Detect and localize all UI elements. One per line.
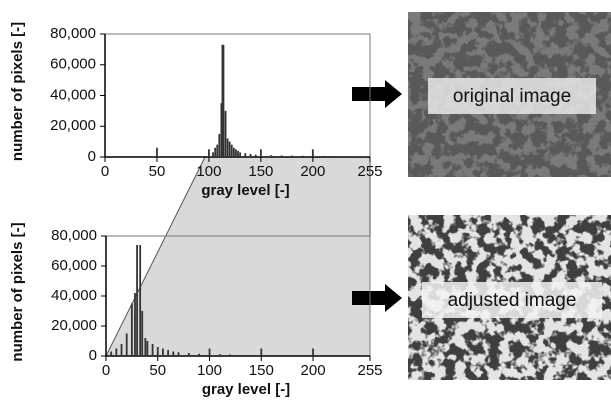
bar [223, 45, 225, 157]
bar [227, 139, 229, 157]
bar [270, 155, 272, 157]
bar [312, 149, 314, 157]
bar [233, 148, 235, 157]
bar [162, 349, 164, 357]
bar [291, 156, 293, 157]
bar [302, 156, 304, 157]
bar [172, 352, 174, 357]
y-tick-label: 20,000 [51, 317, 97, 334]
plot-frame [105, 34, 370, 157]
bar [126, 334, 128, 357]
bar [255, 155, 257, 157]
bar [141, 311, 143, 356]
x-tick-label: 50 [149, 163, 166, 180]
x-tick-label: 0 [102, 362, 110, 379]
bar [239, 152, 241, 157]
bar [208, 149, 210, 157]
y-axis-label: number of pixels [-] [9, 222, 26, 361]
x-tick-label: 150 [249, 362, 274, 379]
bar [167, 350, 169, 356]
x-tick-label: 100 [196, 163, 221, 180]
bar [218, 134, 220, 157]
adjusted-image: adjusted image [408, 215, 611, 380]
bar [260, 149, 262, 157]
x-tick-label: 200 [300, 163, 325, 180]
y-tick-label: 60,000 [50, 56, 96, 73]
bar [188, 353, 190, 356]
bar [115, 349, 117, 357]
bar [219, 354, 221, 356]
bar [134, 293, 136, 356]
y-tick-label: 80,000 [50, 25, 96, 42]
bar [214, 148, 216, 157]
arrow [352, 80, 402, 108]
bar [178, 352, 180, 356]
bar [237, 151, 239, 157]
bar [260, 349, 262, 357]
bar [136, 245, 138, 356]
bar [229, 355, 231, 357]
bar [312, 349, 314, 357]
x-tick-label: 100 [197, 362, 222, 379]
bar [364, 355, 366, 356]
bar [212, 152, 214, 157]
bar [144, 338, 146, 356]
bar [216, 145, 218, 157]
bar [121, 344, 123, 356]
y-axis-label: number of pixels [-] [9, 22, 26, 161]
bar [343, 156, 345, 157]
y-tick-label: 40,000 [51, 287, 97, 304]
x-axis-label: gray level [-] [202, 381, 290, 398]
bar [354, 156, 356, 157]
y-tick-label: 40,000 [50, 86, 96, 103]
bar [198, 354, 200, 356]
x-tick-label: 150 [248, 163, 273, 180]
bar [147, 341, 149, 356]
x-tick-label: 200 [301, 362, 326, 379]
original-image: original image [408, 12, 611, 177]
bar [157, 347, 159, 356]
x-tick-label: 255 [357, 362, 382, 379]
x-tick-label: 255 [357, 163, 382, 180]
x-axis-label: gray level [-] [201, 182, 289, 199]
bar [229, 142, 231, 157]
y-tick-label: 80,000 [51, 227, 97, 244]
bar [139, 245, 141, 356]
y-tick-label: 0 [88, 148, 96, 165]
bar [250, 154, 252, 157]
bar [281, 155, 283, 157]
bar [322, 156, 324, 157]
bar [225, 111, 227, 157]
bar [152, 344, 154, 356]
y-tick-label: 0 [89, 347, 97, 364]
x-tick-label: 50 [149, 362, 166, 379]
bar [209, 349, 211, 357]
bar [333, 156, 335, 157]
y-tick-label: 60,000 [51, 257, 97, 274]
x-tick-label: 0 [101, 163, 109, 180]
bar [231, 145, 233, 157]
bar [110, 352, 112, 357]
image-label: original image [453, 86, 571, 107]
bar [244, 153, 246, 157]
y-tick-label: 20,000 [50, 117, 96, 134]
image-label: adjusted image [448, 290, 577, 311]
bar [235, 149, 237, 157]
bar [131, 304, 133, 357]
bar [156, 148, 158, 157]
